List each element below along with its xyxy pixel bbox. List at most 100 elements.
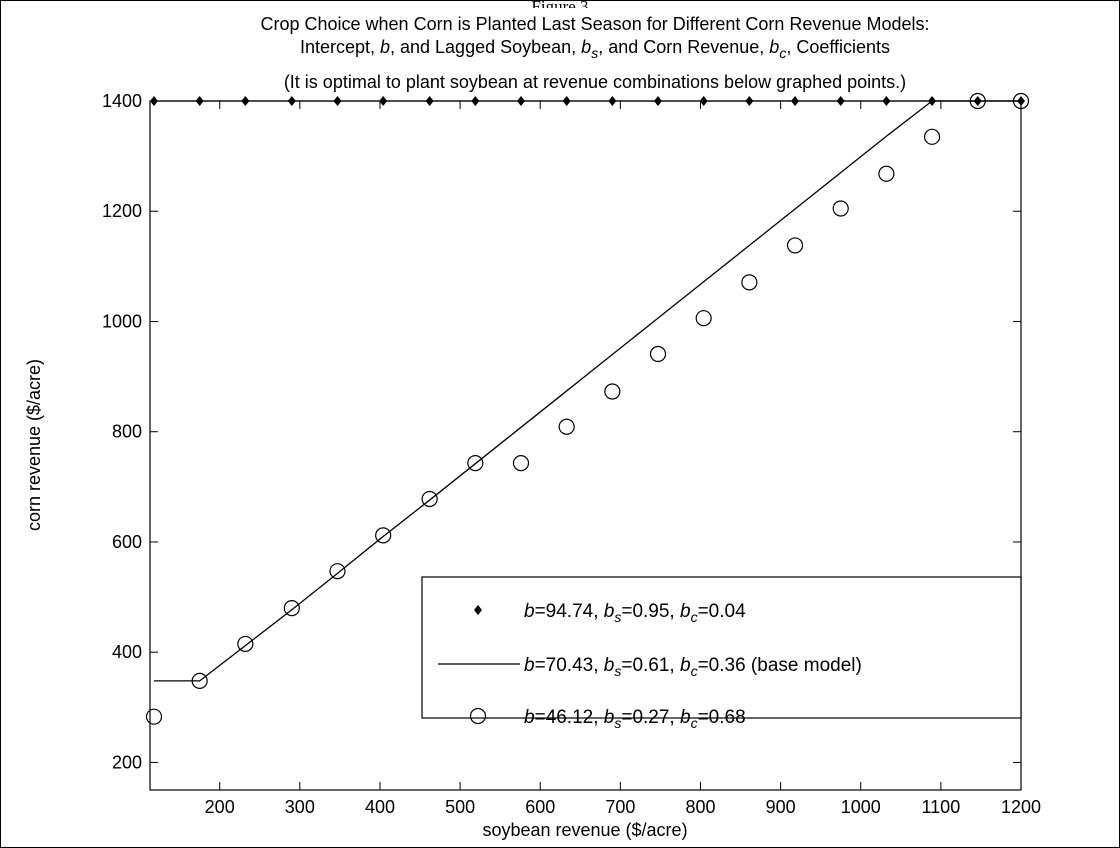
rich-text-part: s — [614, 663, 621, 679]
series-line-base-model — [154, 100, 1021, 682]
rich-text-part: b — [604, 655, 615, 676]
y-tick-label: 1000 — [102, 311, 142, 331]
dot-marker — [791, 96, 800, 106]
series-layer — [145, 92, 1030, 725]
rich-text-part: b — [680, 655, 691, 676]
dot-marker — [699, 96, 708, 106]
dot-marker — [241, 96, 250, 106]
rich-text-part: b — [524, 601, 535, 622]
x-tick-label: 1000 — [841, 797, 881, 817]
x-tick-label: 500 — [445, 797, 475, 817]
x-tick-label: 1200 — [1001, 797, 1041, 817]
circle-marker — [558, 418, 575, 435]
rich-text-part: b — [680, 707, 691, 728]
rich-text-part: =0.04 — [698, 601, 747, 622]
dot-marker — [195, 96, 204, 106]
x-axis-label: soybean revenue ($/acre) — [482, 820, 687, 840]
y-tick-label: 200 — [112, 752, 142, 772]
circle-marker — [923, 128, 941, 145]
dot-marker — [745, 96, 754, 106]
rich-text-part: =0.27, — [621, 707, 680, 728]
x-tick-label: 800 — [685, 797, 715, 817]
rich-text-part: b — [604, 601, 615, 622]
legend-label: b=70.43, bs=0.61, bc=0.36 (base model) — [524, 655, 862, 679]
legend-box — [421, 576, 1022, 719]
figure-caption: Figure 3 — [0, 0, 1120, 8]
legend: b=94.74, bs=0.95, bc=0.04b=70.43, bs=0.6… — [421, 576, 1022, 731]
rich-text-part: =46.12, — [535, 707, 604, 728]
circle-marker — [878, 165, 895, 182]
rich-text-part: b — [680, 601, 691, 622]
dot-marker — [287, 96, 296, 106]
circle-marker — [969, 92, 986, 110]
rich-text-part: , and Corn Revenue, — [598, 37, 769, 57]
rich-text-part: s — [614, 715, 621, 731]
chart-subtitle: (It is optimal to plant soybean at reven… — [284, 72, 906, 92]
dot-marker — [882, 96, 891, 106]
x-tick-label: 400 — [365, 797, 395, 817]
x-tick-label: 200 — [205, 797, 235, 817]
rich-text-part: b — [524, 707, 535, 728]
dot-marker — [471, 96, 480, 106]
y-tick-label: 400 — [112, 642, 142, 662]
dot-marker — [150, 96, 158, 106]
legend-dot-symbol — [474, 605, 482, 615]
y-tick-label: 1400 — [102, 91, 142, 111]
rich-text-part: =70.43, — [535, 655, 604, 676]
dot-marker — [379, 96, 388, 106]
chart-title-line1: Crop Choice when Corn is Planted Last Se… — [260, 14, 929, 34]
circle-marker — [145, 708, 163, 725]
circle-marker — [832, 200, 849, 217]
dot-marker — [425, 96, 434, 106]
circle-marker — [421, 490, 438, 508]
y-axis-label: corn revenue ($/acre) — [24, 359, 44, 531]
rich-text-part: c — [779, 45, 786, 61]
rich-text-part: c — [691, 663, 698, 679]
rich-text-part: Intercept, — [300, 37, 380, 57]
circle-marker — [604, 383, 621, 400]
circle-marker — [649, 345, 667, 363]
circle-marker — [467, 455, 484, 472]
rich-text-part: s — [591, 45, 598, 61]
circle-marker — [786, 237, 804, 254]
rich-text-part: =0.36 (base model) — [698, 655, 862, 676]
circle-marker — [1012, 92, 1030, 110]
circle-marker — [283, 600, 300, 617]
rich-text-part: , and Lagged Soybean, — [390, 37, 581, 57]
rich-text-part: =0.61, — [621, 655, 680, 676]
legend-label: b=46.12, bs=0.27, bc=0.68 — [524, 707, 746, 731]
circle-marker — [375, 527, 392, 544]
rich-text-part: b — [769, 37, 779, 57]
chart-title-line2: Intercept, b, and Lagged Soybean, bs, an… — [300, 37, 890, 61]
rich-text-part: b — [524, 655, 535, 676]
rich-text-part: b — [604, 707, 615, 728]
circle-marker — [329, 563, 346, 580]
rich-text-part: =0.95, — [621, 601, 680, 622]
y-tick-label: 600 — [112, 532, 142, 552]
legend-label: b=94.74, bs=0.95, bc=0.04 — [524, 601, 746, 625]
rich-text-part: b — [581, 37, 591, 57]
rich-text-part: , Coefficients — [786, 37, 890, 57]
legend-circle-symbol — [469, 707, 487, 725]
dot-marker — [333, 96, 342, 106]
circle-marker — [237, 635, 254, 653]
dot-marker — [608, 96, 617, 106]
dot-marker — [836, 96, 845, 106]
x-tick-label: 300 — [285, 797, 315, 817]
dot-marker — [562, 96, 571, 106]
rich-text-part: c — [691, 609, 698, 625]
x-tick-label: 1100 — [922, 797, 961, 817]
y-tick-label: 1200 — [102, 201, 142, 221]
x-tick-label: 600 — [525, 797, 555, 817]
dot-marker — [516, 96, 525, 106]
rich-text-part: s — [614, 609, 621, 625]
rich-text-part: =0.68 — [698, 707, 746, 728]
rich-text-part: c — [691, 715, 698, 731]
x-tick-label: 900 — [766, 797, 796, 817]
circle-marker — [695, 310, 712, 327]
dot-marker — [654, 96, 663, 106]
circle-marker — [741, 274, 758, 291]
rich-text-part: b — [380, 37, 390, 57]
y-tick-label: 800 — [112, 422, 142, 442]
